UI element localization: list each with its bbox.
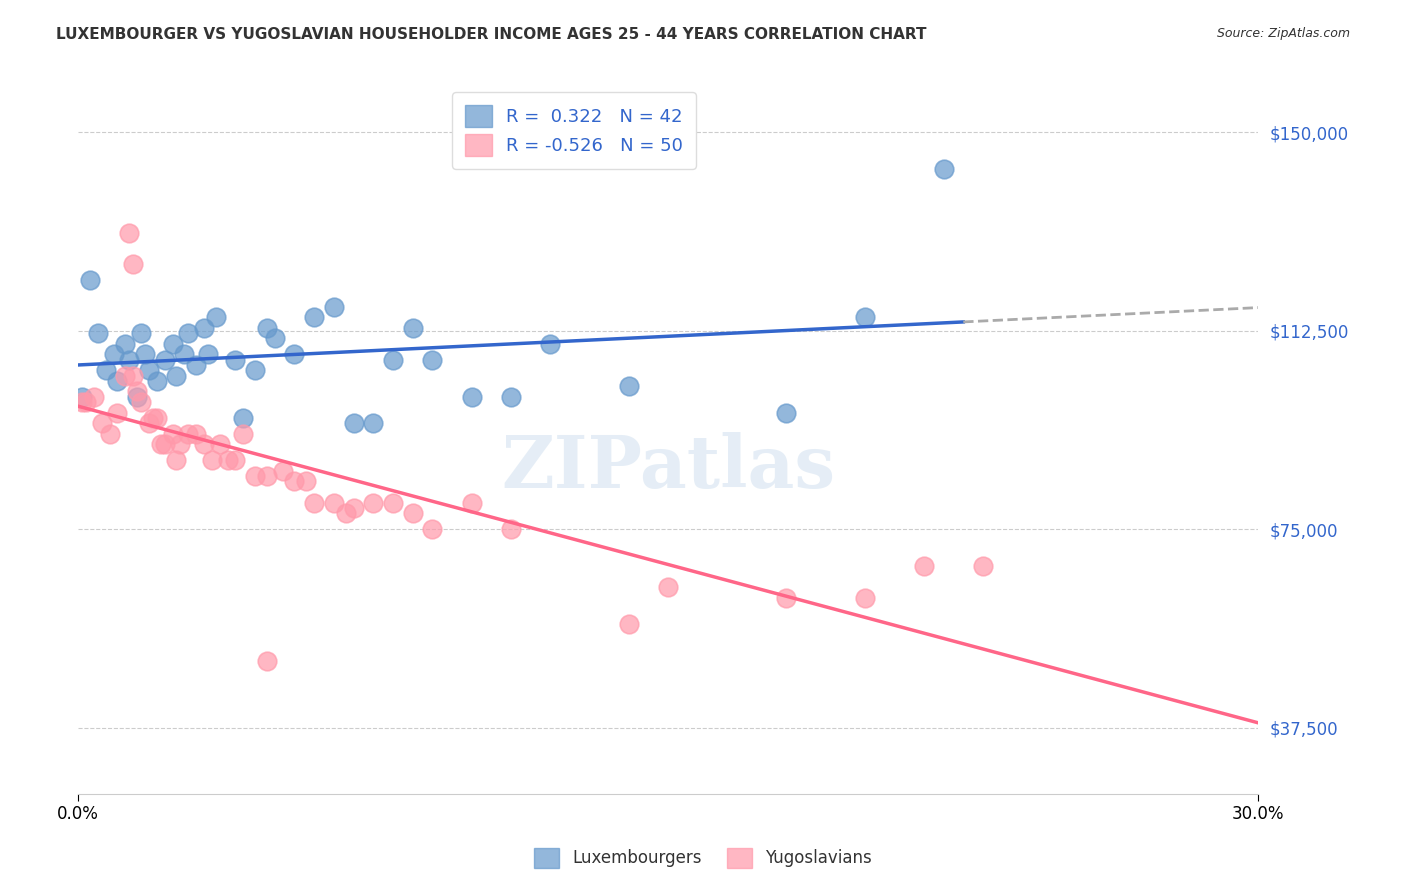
Point	[243, 469, 266, 483]
Point	[107, 374, 129, 388]
Point	[186, 426, 208, 441]
Point	[208, 437, 231, 451]
Point	[146, 374, 169, 388]
Point	[302, 310, 325, 325]
Point	[224, 453, 246, 467]
Point	[166, 453, 188, 467]
Point	[853, 591, 876, 605]
Point	[114, 336, 136, 351]
Point	[401, 321, 423, 335]
Point	[127, 390, 149, 404]
Point	[243, 363, 266, 377]
Text: Source: ZipAtlas.com: Source: ZipAtlas.com	[1216, 27, 1350, 40]
Point	[381, 495, 404, 509]
Point	[972, 559, 994, 574]
Point	[853, 310, 876, 325]
Point	[617, 617, 640, 632]
Point	[342, 500, 364, 515]
Point	[114, 368, 136, 383]
Point	[932, 162, 955, 177]
Point	[107, 406, 129, 420]
Point	[460, 390, 482, 404]
Point	[122, 368, 145, 383]
Point	[322, 300, 344, 314]
Point	[142, 410, 165, 425]
Point	[204, 310, 226, 325]
Point	[256, 469, 278, 483]
Point	[217, 453, 239, 467]
Point	[169, 437, 191, 451]
Point	[342, 416, 364, 430]
Text: LUXEMBOURGER VS YUGOSLAVIAN HOUSEHOLDER INCOME AGES 25 - 44 YEARS CORRELATION CH: LUXEMBOURGER VS YUGOSLAVIAN HOUSEHOLDER …	[56, 27, 927, 42]
Point	[127, 384, 149, 399]
Legend: Luxembourgers, Yugoslavians: Luxembourgers, Yugoslavians	[527, 841, 879, 875]
Point	[283, 475, 305, 489]
Point	[70, 395, 93, 409]
Point	[361, 416, 384, 430]
Point	[256, 321, 278, 335]
Point	[322, 495, 344, 509]
Point	[70, 390, 93, 404]
Point	[177, 426, 200, 441]
Point	[401, 506, 423, 520]
Point	[224, 352, 246, 367]
Point	[361, 495, 384, 509]
Point	[538, 336, 561, 351]
Legend: R =  0.322   N = 42, R = -0.526   N = 50: R = 0.322 N = 42, R = -0.526 N = 50	[451, 92, 696, 169]
Point	[98, 426, 121, 441]
Point	[912, 559, 935, 574]
Point	[193, 437, 215, 451]
Point	[193, 321, 215, 335]
Text: ZIPatlas: ZIPatlas	[501, 432, 835, 503]
Point	[153, 352, 176, 367]
Point	[94, 363, 117, 377]
Point	[75, 395, 97, 409]
Point	[232, 410, 254, 425]
Point	[657, 580, 679, 594]
Point	[162, 336, 184, 351]
Point	[138, 363, 160, 377]
Point	[118, 352, 141, 367]
Point	[420, 522, 443, 536]
Point	[186, 358, 208, 372]
Point	[118, 226, 141, 240]
Point	[295, 475, 318, 489]
Point	[177, 326, 200, 341]
Point	[129, 395, 152, 409]
Point	[271, 464, 294, 478]
Point	[197, 347, 219, 361]
Point	[232, 426, 254, 441]
Point	[283, 347, 305, 361]
Point	[775, 406, 797, 420]
Point	[138, 416, 160, 430]
Point	[302, 495, 325, 509]
Point	[499, 522, 522, 536]
Point	[83, 390, 105, 404]
Point	[617, 379, 640, 393]
Point	[129, 326, 152, 341]
Point	[146, 410, 169, 425]
Point	[381, 352, 404, 367]
Point	[87, 326, 110, 341]
Point	[103, 347, 125, 361]
Point	[173, 347, 195, 361]
Point	[134, 347, 156, 361]
Point	[263, 331, 285, 345]
Point	[162, 426, 184, 441]
Point	[122, 257, 145, 271]
Point	[420, 352, 443, 367]
Point	[335, 506, 357, 520]
Point	[460, 495, 482, 509]
Point	[79, 273, 101, 287]
Point	[499, 390, 522, 404]
Point	[153, 437, 176, 451]
Point	[201, 453, 224, 467]
Point	[90, 416, 112, 430]
Point	[166, 368, 188, 383]
Point	[775, 591, 797, 605]
Point	[149, 437, 172, 451]
Point	[256, 654, 278, 668]
